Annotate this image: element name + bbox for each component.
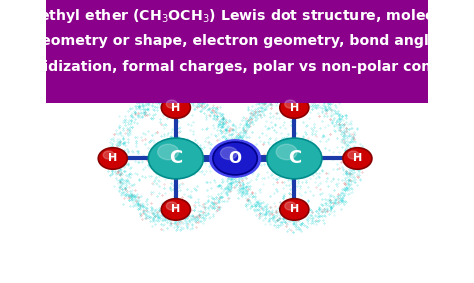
Circle shape	[148, 138, 203, 179]
Circle shape	[280, 199, 309, 220]
Text: H: H	[171, 204, 181, 215]
Text: H: H	[290, 102, 299, 113]
Circle shape	[161, 199, 191, 220]
Circle shape	[209, 139, 261, 178]
Circle shape	[213, 142, 257, 175]
Text: C: C	[169, 149, 182, 168]
Circle shape	[166, 100, 177, 108]
Circle shape	[220, 147, 237, 159]
Text: H: H	[353, 153, 362, 164]
Circle shape	[161, 97, 191, 118]
Text: H: H	[171, 102, 181, 113]
Text: O: O	[228, 151, 242, 166]
Circle shape	[158, 144, 179, 160]
Circle shape	[285, 100, 296, 108]
Circle shape	[103, 151, 114, 159]
Text: geometry or shape, electron geometry, bond angle,: geometry or shape, electron geometry, bo…	[30, 34, 444, 48]
Circle shape	[267, 138, 322, 179]
Text: C: C	[288, 149, 301, 168]
Circle shape	[348, 151, 359, 159]
Circle shape	[166, 202, 177, 210]
Bar	[46, 0, 428, 103]
Circle shape	[98, 148, 128, 169]
Text: Dimethyl ether (CH$_3$OCH$_3$) Lewis dot structure, molecular: Dimethyl ether (CH$_3$OCH$_3$) Lewis dot…	[8, 7, 466, 25]
Circle shape	[276, 144, 297, 160]
Text: H: H	[290, 204, 299, 215]
Circle shape	[343, 148, 372, 169]
Circle shape	[280, 97, 309, 118]
Text: H: H	[108, 153, 118, 164]
Text: hybridization, formal charges, polar vs non-polar concept: hybridization, formal charges, polar vs …	[8, 60, 466, 74]
Circle shape	[285, 202, 296, 210]
